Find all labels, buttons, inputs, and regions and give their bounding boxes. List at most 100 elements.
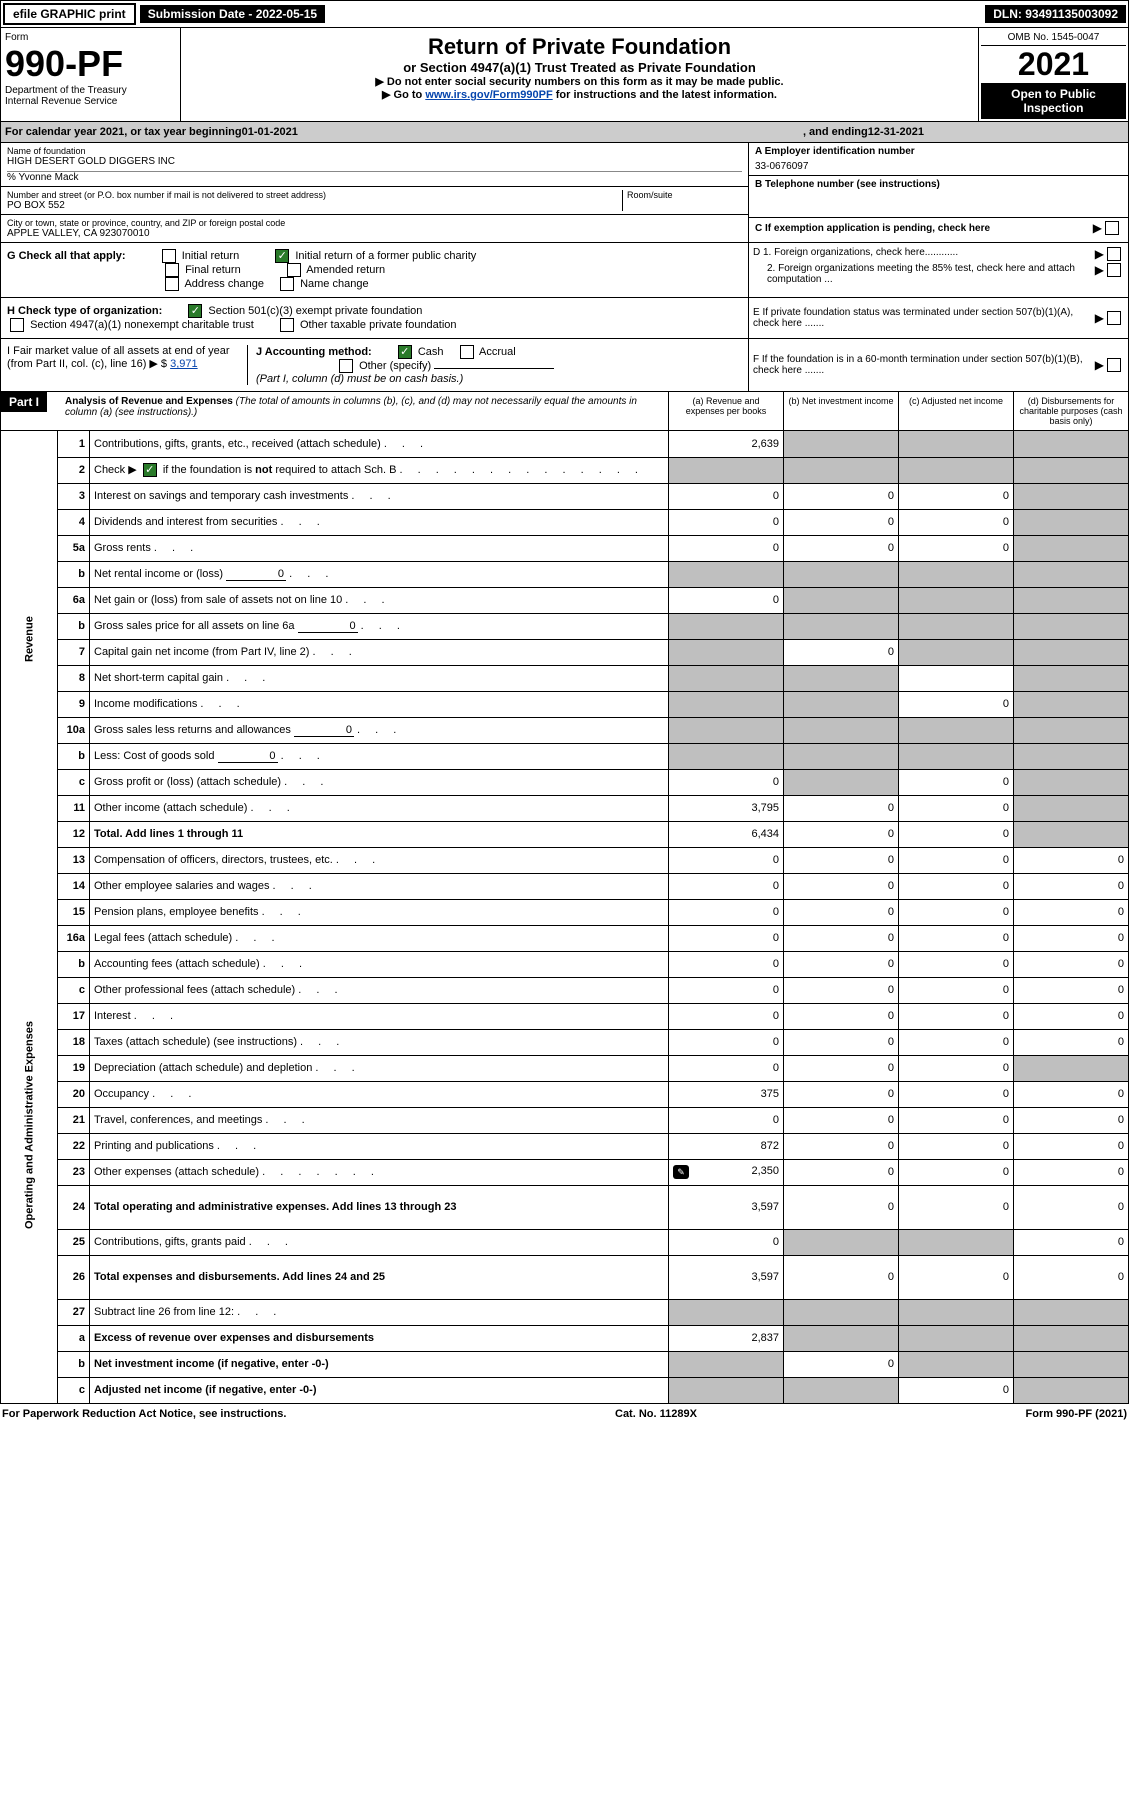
table-row: cGross profit or (loss) (attach schedule… — [1, 769, 1129, 795]
instructions-link[interactable]: www.irs.gov/Form990PF — [425, 89, 552, 101]
h-opt2: Section 4947(a)(1) nonexempt charitable … — [30, 319, 254, 331]
cell-b: 0 — [784, 1003, 899, 1029]
c-checkbox[interactable] — [1105, 221, 1119, 235]
cell-d — [1014, 431, 1129, 457]
cell-c: 0 — [899, 1159, 1014, 1185]
cell-b: 0 — [784, 1107, 899, 1133]
j-label: J Accounting method: — [256, 346, 372, 358]
line-number: 23 — [58, 1159, 90, 1185]
part1-header: Part I Analysis of Revenue and Expenses … — [0, 392, 1129, 431]
line-desc: Total. Add lines 1 through 11 — [90, 821, 669, 847]
section-h-e: H Check type of organization: Section 50… — [0, 298, 1129, 339]
d2-label: 2. Foreign organizations meeting the 85%… — [753, 263, 1095, 285]
line-desc: Subtract line 26 from line 12: . . . — [90, 1299, 669, 1325]
cell-b — [784, 1299, 899, 1325]
j-accrual: Accrual — [479, 346, 516, 358]
j-cash-checkbox[interactable] — [398, 345, 412, 359]
form-subtitle: or Section 4947(a)(1) Trust Treated as P… — [187, 60, 972, 75]
form-note2: ▶ Go to www.irs.gov/Form990PF for instru… — [187, 88, 972, 101]
cell-b: 0 — [784, 1055, 899, 1081]
cell-c: 0 — [899, 951, 1014, 977]
table-row: bLess: Cost of goods sold 0 . . . — [1, 743, 1129, 769]
form-number: 990-PF — [5, 43, 176, 85]
cell-c: 0 — [899, 509, 1014, 535]
line-number: 4 — [58, 509, 90, 535]
cell-a: 3,597 — [669, 1255, 784, 1299]
line-desc: Interest . . . — [90, 1003, 669, 1029]
h-label: H Check type of organization: — [7, 305, 162, 317]
pencil-icon[interactable]: ✎ — [673, 1165, 689, 1179]
line-desc: Other income (attach schedule) . . . — [90, 795, 669, 821]
table-row: 6aNet gain or (loss) from sale of assets… — [1, 587, 1129, 613]
line-desc: Net investment income (if negative, ente… — [90, 1351, 669, 1377]
cell-d — [1014, 743, 1129, 769]
cell-b — [784, 587, 899, 613]
j-accrual-checkbox[interactable] — [460, 345, 474, 359]
line-desc: Gross profit or (loss) (attach schedule)… — [90, 769, 669, 795]
cell-a: 2,639 — [669, 431, 784, 457]
schb-checkbox[interactable] — [143, 463, 157, 477]
cell-a: 0 — [669, 951, 784, 977]
calendar-year-row: For calendar year 2021, or tax year begi… — [0, 122, 1129, 143]
cell-d — [1014, 1055, 1129, 1081]
cell-b: 0 — [784, 873, 899, 899]
line-number: 13 — [58, 847, 90, 873]
line-number: b — [58, 951, 90, 977]
g-final-checkbox[interactable] — [165, 263, 179, 277]
h-other-checkbox[interactable] — [280, 318, 294, 332]
identification-block: Name of foundation HIGH DESERT GOLD DIGG… — [0, 143, 1129, 243]
line-desc: Contributions, gifts, grants, etc., rece… — [90, 431, 669, 457]
line-desc: Gross sales price for all assets on line… — [90, 613, 669, 639]
cell-d — [1014, 795, 1129, 821]
cell-a: 0 — [669, 587, 784, 613]
cell-b — [784, 743, 899, 769]
col-a-head: (a) Revenue and expenses per books — [668, 392, 783, 430]
table-row: Operating and Administrative Expenses13C… — [1, 847, 1129, 873]
cell-a — [669, 613, 784, 639]
table-row: 21Travel, conferences, and meetings . . … — [1, 1107, 1129, 1133]
form-label: Form — [5, 32, 176, 43]
table-row: 25Contributions, gifts, grants paid . . … — [1, 1229, 1129, 1255]
cell-a: 0 — [669, 1029, 784, 1055]
line-desc: Total expenses and disbursements. Add li… — [90, 1255, 669, 1299]
section-ij-f: I Fair market value of all assets at end… — [0, 339, 1129, 392]
line-desc: Other employee salaries and wages . . . — [90, 873, 669, 899]
g-name-checkbox[interactable] — [280, 277, 294, 291]
cell-b: 0 — [784, 1081, 899, 1107]
table-row: 16aLegal fees (attach schedule) . . .000… — [1, 925, 1129, 951]
dept-label: Department of the Treasury Internal Reve… — [5, 85, 176, 107]
cell-c: 0 — [899, 1003, 1014, 1029]
f-checkbox[interactable] — [1107, 358, 1121, 372]
year-box: OMB No. 1545-0047 2021 Open to Public In… — [978, 28, 1128, 121]
h-501c3-checkbox[interactable] — [188, 304, 202, 318]
g-address-checkbox[interactable] — [165, 277, 179, 291]
d1-checkbox[interactable] — [1107, 247, 1121, 261]
line-number: 25 — [58, 1229, 90, 1255]
calyear-mid: , and ending — [803, 126, 868, 138]
h-opt3: Other taxable private foundation — [300, 319, 457, 331]
g-amended-checkbox[interactable] — [287, 263, 301, 277]
table-row: 23Other expenses (attach schedule) . . .… — [1, 1159, 1129, 1185]
dln-label: DLN: 93491135003092 — [985, 5, 1126, 23]
line-number: b — [58, 1351, 90, 1377]
cell-b: 0 — [784, 925, 899, 951]
j-other: Other (specify) — [359, 360, 431, 372]
name-label: Name of foundation — [7, 146, 742, 156]
line-number: 6a — [58, 587, 90, 613]
cell-d — [1014, 1377, 1129, 1403]
line-number: b — [58, 743, 90, 769]
table-row: 19Depreciation (attach schedule) and dep… — [1, 1055, 1129, 1081]
j-other-checkbox[interactable] — [339, 359, 353, 373]
e-checkbox[interactable] — [1107, 311, 1121, 325]
g-initial-checkbox[interactable] — [162, 249, 176, 263]
table-row: bNet rental income or (loss) 0 . . . — [1, 561, 1129, 587]
d2-checkbox[interactable] — [1107, 263, 1121, 277]
g-former-checkbox[interactable] — [275, 249, 289, 263]
h-opt1: Section 501(c)(3) exempt private foundat… — [208, 305, 422, 317]
h-4947-checkbox[interactable] — [10, 318, 24, 332]
inline-value: 0 — [226, 568, 286, 581]
cell-d: 0 — [1014, 951, 1129, 977]
cell-c — [899, 1299, 1014, 1325]
cell-c: 0 — [899, 1107, 1014, 1133]
efile-button[interactable]: efile GRAPHIC print — [3, 3, 136, 25]
